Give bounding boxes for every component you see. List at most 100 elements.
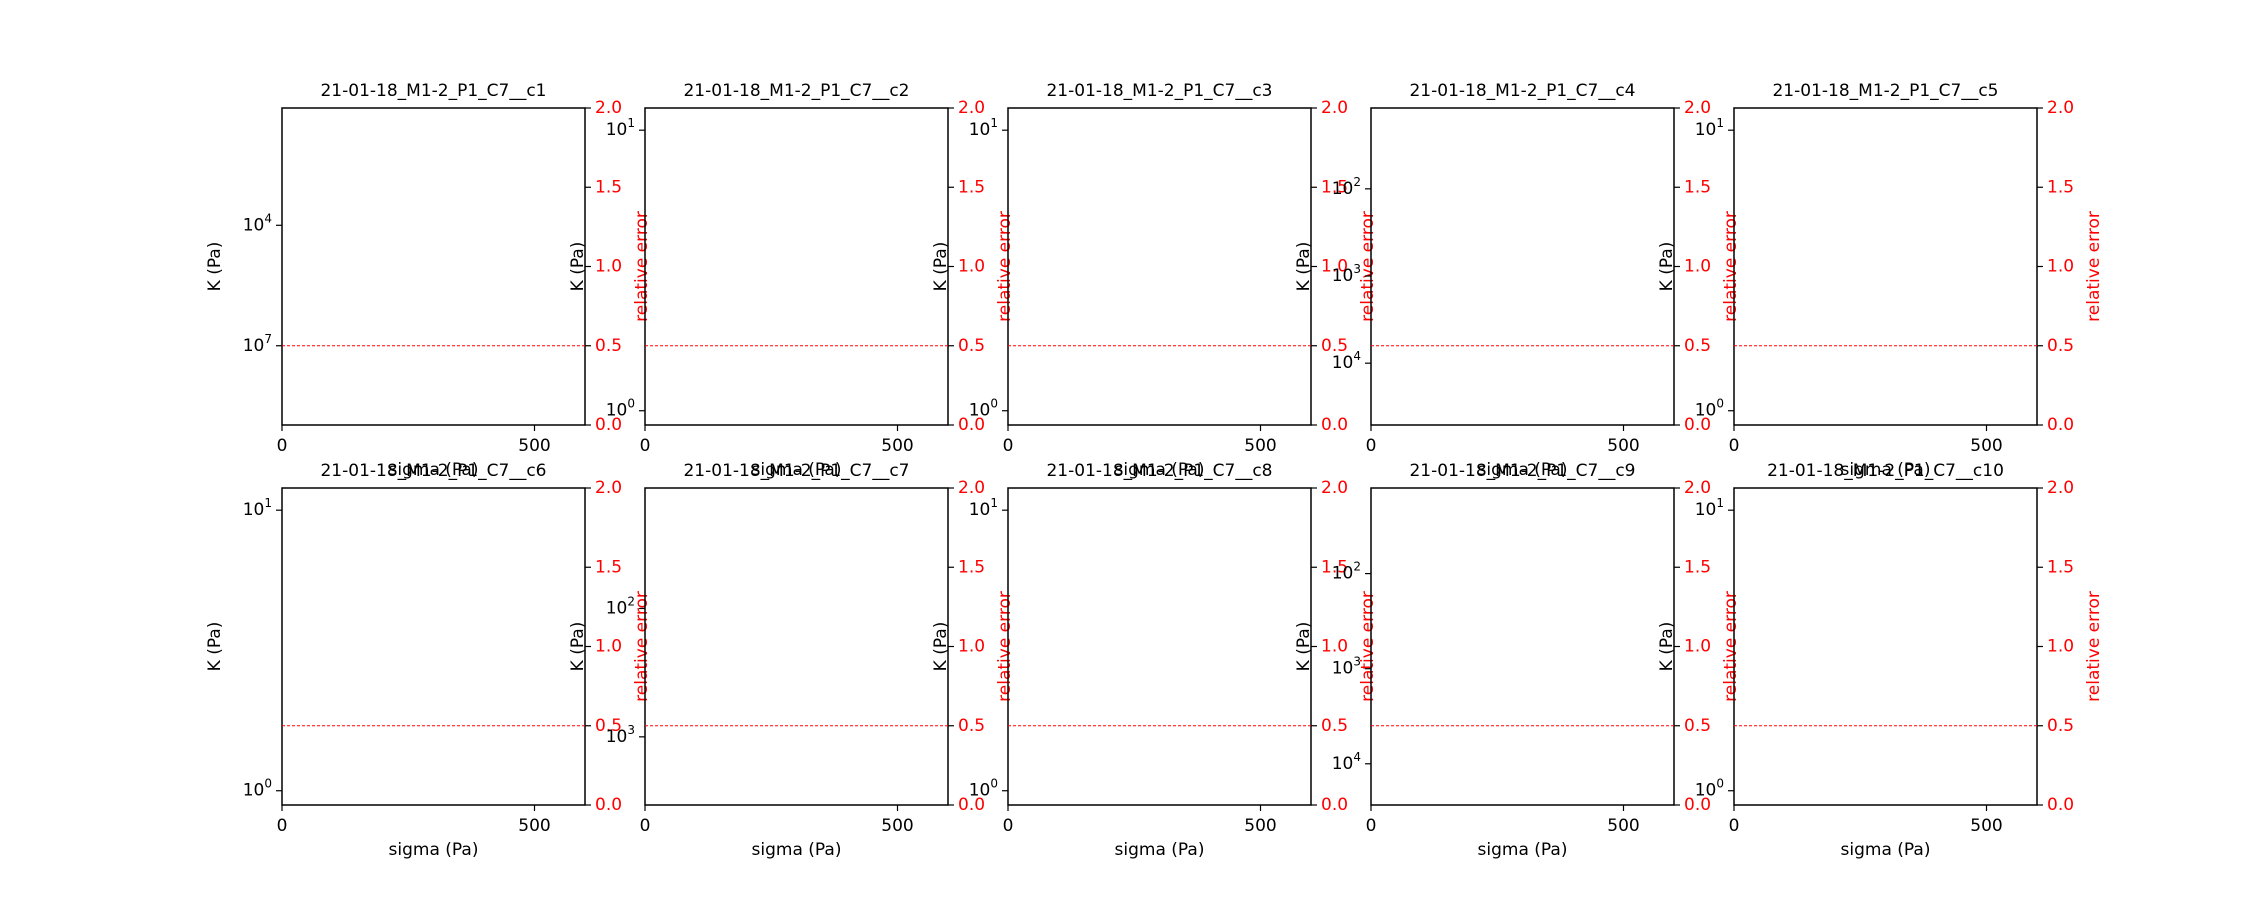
y2-tick-label: 0.5 bbox=[2047, 336, 2074, 356]
subplot-7: 21-01-18_M1-2_P1_C7__c7 0 500 sigma (Pa) 102… bbox=[568, 461, 1015, 860]
y-tick-label: 100 bbox=[969, 776, 998, 801]
y2-tick-label: 2.0 bbox=[1321, 478, 1348, 498]
y2-tick-label: 2.0 bbox=[2047, 98, 2074, 118]
y-tick-label: 100 bbox=[1695, 396, 1724, 421]
y2-axis-label: relative error bbox=[995, 591, 1015, 702]
y2-axis-label: relative error bbox=[632, 591, 652, 702]
y2-tick-label: 1.0 bbox=[595, 257, 622, 277]
y2-tick-label: 1.5 bbox=[958, 557, 985, 577]
y-tick-label: 103 bbox=[606, 722, 635, 747]
y-axis-label: K (Pa) bbox=[1657, 242, 1677, 292]
y2-tick-label: 1.0 bbox=[1321, 257, 1348, 277]
y2-axis-label: relative error bbox=[632, 211, 652, 322]
subplot-2: 21-01-18_M1-2_P1_C7__c2 0 500 sigma (Pa) 101… bbox=[568, 81, 1015, 480]
y2-tick-label: 2.0 bbox=[958, 98, 985, 118]
y2-tick-label: 1.0 bbox=[958, 637, 985, 657]
x-axis-label: sigma (Pa) bbox=[1478, 840, 1568, 860]
x-tick-label: 500 bbox=[1970, 436, 2002, 456]
y2-tick-label: 2.0 bbox=[2047, 478, 2074, 498]
y-tick-label: 102 bbox=[606, 594, 635, 619]
y2-tick-label: 0.0 bbox=[1321, 795, 1348, 815]
y2-tick-label: 0.0 bbox=[958, 795, 985, 815]
subplot-title: 21-01-18_M1-2_P1_C7__c10 bbox=[1767, 461, 2004, 481]
x-tick-label: 0 bbox=[1366, 816, 1377, 836]
y2-tick-label: 1.5 bbox=[2047, 557, 2074, 577]
y2-tick-label: 0.5 bbox=[595, 716, 622, 736]
y-axis-label: K (Pa) bbox=[1294, 622, 1314, 672]
y-tick-label: 101 bbox=[969, 496, 998, 521]
y-tick-label: 102 bbox=[1332, 559, 1361, 584]
y-axis-label: K (Pa) bbox=[205, 242, 225, 292]
y-tick-label: 101 bbox=[606, 116, 635, 141]
y-tick-label: 101 bbox=[243, 496, 272, 521]
y-axis-label: K (Pa) bbox=[1657, 622, 1677, 672]
subplot-1: 21-01-18_M1-2_P1_C7__c1 0 500 sigma (Pa) 104… bbox=[205, 81, 652, 480]
y2-axis-label: relative error bbox=[1358, 591, 1378, 702]
y-tick-label: 102 bbox=[1332, 174, 1361, 199]
y2-tick-label: 1.0 bbox=[1684, 257, 1711, 277]
y2-tick-label: 0.0 bbox=[958, 415, 985, 435]
x-tick-label: 0 bbox=[1366, 436, 1377, 456]
y2-tick-label: 2.0 bbox=[595, 98, 622, 118]
y2-axis-label: relative error bbox=[995, 211, 1015, 322]
subplot-title: 21-01-18_M1-2_P1_C7__c5 bbox=[1772, 81, 1998, 101]
y2-tick-label: 1.5 bbox=[1684, 177, 1711, 197]
y2-tick-label: 0.0 bbox=[1684, 795, 1711, 815]
y-tick-label: 104 bbox=[243, 211, 272, 236]
y-axis-label: K (Pa) bbox=[205, 622, 225, 672]
y2-tick-label: 1.5 bbox=[1321, 557, 1348, 577]
x-tick-label: 0 bbox=[277, 436, 288, 456]
y-tick-label: 101 bbox=[969, 116, 998, 141]
x-tick-label: 500 bbox=[1607, 436, 1639, 456]
x-axis-label: sigma (Pa) bbox=[1478, 460, 1568, 480]
x-tick-label: 0 bbox=[640, 816, 651, 836]
y-axis-label: K (Pa) bbox=[1294, 242, 1314, 292]
x-tick-label: 500 bbox=[1970, 816, 2002, 836]
y-tick-label: 100 bbox=[1695, 776, 1724, 801]
y2-tick-label: 0.0 bbox=[1321, 415, 1348, 435]
y-tick-label: 103 bbox=[1332, 262, 1361, 287]
y2-tick-label: 1.5 bbox=[958, 177, 985, 197]
y-axis-label: K (Pa) bbox=[568, 622, 588, 672]
subplot-title: 21-01-18_M1-2_P1_C7__c6 bbox=[320, 461, 546, 481]
x-tick-label: 500 bbox=[881, 436, 913, 456]
subplot-title: 21-01-18_M1-2_P1_C7__c2 bbox=[683, 81, 909, 101]
y2-tick-label: 0.0 bbox=[595, 795, 622, 815]
y2-tick-label: 0.5 bbox=[1321, 336, 1348, 356]
y2-tick-label: 2.0 bbox=[1684, 478, 1711, 498]
y2-tick-label: 0.5 bbox=[1321, 716, 1348, 736]
y2-tick-label: 2.0 bbox=[595, 478, 622, 498]
subplot-6: 21-01-18_M1-2_P1_C7__c6 0 500 sigma (Pa) 101… bbox=[205, 461, 652, 860]
y-axis-label: K (Pa) bbox=[931, 242, 951, 292]
y2-tick-label: 1.5 bbox=[595, 177, 622, 197]
y-tick-label: 103 bbox=[1332, 654, 1361, 679]
y2-axis-label: relative error bbox=[2084, 211, 2104, 322]
x-tick-label: 0 bbox=[1003, 816, 1014, 836]
x-tick-label: 500 bbox=[1244, 816, 1276, 836]
y2-tick-label: 1.0 bbox=[2047, 637, 2074, 657]
y-tick-label: 101 bbox=[1695, 116, 1724, 141]
x-tick-label: 500 bbox=[1607, 816, 1639, 836]
y-tick-label: 101 bbox=[1695, 496, 1724, 521]
y2-tick-label: 1.5 bbox=[1321, 177, 1348, 197]
y2-tick-label: 0.5 bbox=[1684, 336, 1711, 356]
subplot-title: 21-01-18_M1-2_P1_C7__c8 bbox=[1046, 461, 1272, 481]
y-tick-label: 104 bbox=[1332, 749, 1361, 774]
y2-tick-label: 2.0 bbox=[958, 478, 985, 498]
x-axis-label: sigma (Pa) bbox=[752, 840, 842, 860]
subplot-3: 21-01-18_M1-2_P1_C7__c3 0 500 sigma (Pa) 101… bbox=[931, 81, 1378, 480]
y2-tick-label: 2.0 bbox=[1321, 98, 1348, 118]
y2-tick-label: 0.0 bbox=[595, 415, 622, 435]
subplot-title: 21-01-18_M1-2_P1_C7__c1 bbox=[320, 81, 546, 101]
y2-tick-label: 0.5 bbox=[958, 716, 985, 736]
x-tick-label: 0 bbox=[640, 436, 651, 456]
y-axis-label: K (Pa) bbox=[568, 242, 588, 292]
x-axis-label: sigma (Pa) bbox=[1841, 840, 1931, 860]
subplot-8: 21-01-18_M1-2_P1_C7__c8 0 500 sigma (Pa) 101… bbox=[931, 461, 1378, 860]
y2-tick-label: 1.5 bbox=[595, 557, 622, 577]
x-tick-label: 0 bbox=[1003, 436, 1014, 456]
y-tick-label: 107 bbox=[243, 331, 272, 356]
x-tick-label: 500 bbox=[518, 436, 550, 456]
y2-tick-label: 0.5 bbox=[958, 336, 985, 356]
x-axis-label: sigma (Pa) bbox=[1115, 840, 1205, 860]
